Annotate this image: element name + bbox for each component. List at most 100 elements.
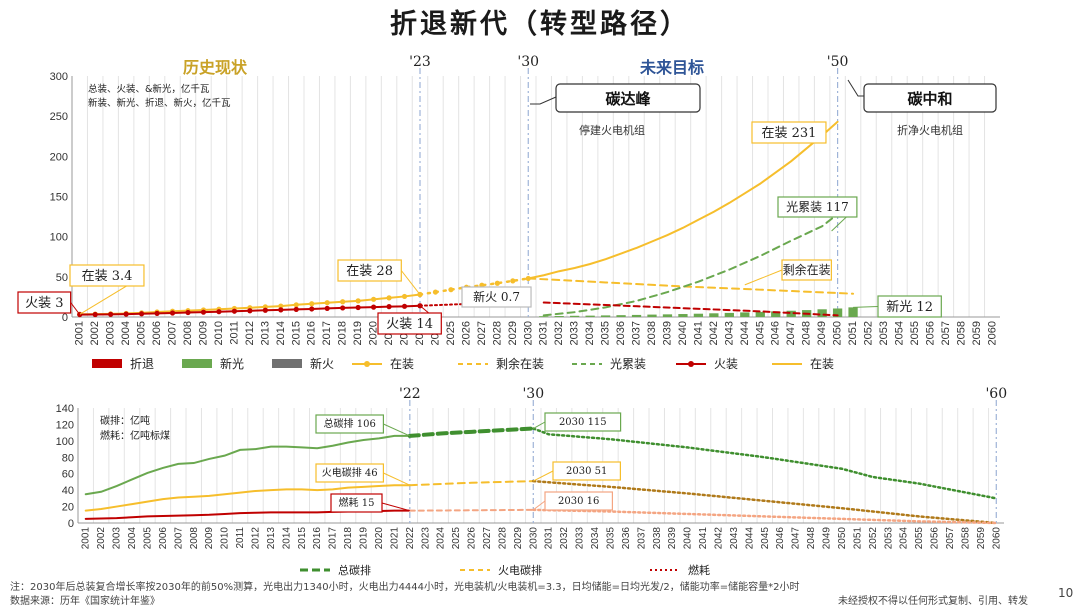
data-label: 火装 3 xyxy=(25,296,63,311)
x-tick-label: 2058 xyxy=(960,527,971,550)
x-tick-label: 2006 xyxy=(151,321,163,345)
x-tick-label: 2024 xyxy=(436,527,447,550)
x-tick-label: 2050 xyxy=(837,527,848,550)
x-tick-label: 2051 xyxy=(852,527,863,550)
data-label-box xyxy=(315,463,385,483)
x-tick-label: 2049 xyxy=(816,321,828,345)
x-tick-label: 2060 xyxy=(986,321,998,345)
series-line-火装-point xyxy=(401,303,408,309)
legend-label: 总碳排 xyxy=(338,563,371,577)
x-tick-label: 2010 xyxy=(220,527,231,550)
bar-new-solar xyxy=(600,315,611,317)
bar-new-solar xyxy=(786,310,796,317)
bar-new-solar xyxy=(724,312,734,317)
y-tick-label: 150 xyxy=(50,192,68,204)
x-tick-label: 2033 xyxy=(569,321,581,345)
x-tick-label: 2004 xyxy=(120,321,132,345)
data-label-box xyxy=(877,295,942,318)
bar-new-solar xyxy=(554,316,564,317)
y-tick-label: 300 xyxy=(50,71,68,83)
data-label: 在装 28 xyxy=(346,264,393,279)
data-label-box xyxy=(777,196,858,218)
data-label-box xyxy=(337,259,402,282)
series-line-火电碳排 xyxy=(84,484,411,512)
series-line-火装-point xyxy=(278,307,284,313)
y-tick-label: 100 xyxy=(56,436,74,448)
x-tick-label: 2029 xyxy=(507,321,519,345)
bar-new-solar xyxy=(848,307,858,317)
x-tick-label: 2039 xyxy=(667,527,678,550)
x-tick-label: 2051 xyxy=(847,321,859,345)
data-label-leader xyxy=(381,502,410,512)
data-label: 2030 115 xyxy=(559,417,607,428)
page-number: 10 xyxy=(1058,586,1074,600)
legend-swatch-dot xyxy=(688,361,694,367)
legend-label: 新火 xyxy=(310,356,334,371)
series-line-总碳排 xyxy=(532,427,998,500)
bar-new-solar xyxy=(709,313,719,317)
data-label: 新火 0.7 xyxy=(473,289,520,304)
x-tick-label: 2035 xyxy=(605,527,616,550)
x-tick-label: 2041 xyxy=(698,527,709,550)
series-line-燃耗 xyxy=(532,508,998,525)
series-line-火装-point xyxy=(154,310,160,316)
x-tick-label: 2016 xyxy=(306,321,318,345)
x-tick-label: 2031 xyxy=(544,527,555,550)
x-tick-label: 2043 xyxy=(729,527,740,550)
x-tick-label: 2055 xyxy=(909,321,921,345)
x-tick-label: 2032 xyxy=(559,527,570,550)
data-label: 2030 16 xyxy=(558,496,599,507)
y-tick-label: 60 xyxy=(62,469,74,481)
series-line-火装-point xyxy=(92,311,98,318)
series-line-火装-point xyxy=(231,308,237,314)
x-tick-label: 2060 xyxy=(991,527,1002,550)
x-tick-label: 2011 xyxy=(228,321,240,345)
x-tick-label: 2023 xyxy=(420,527,431,550)
x-tick-label: 2005 xyxy=(136,321,148,345)
x-tick-label: 2044 xyxy=(739,321,751,345)
series-line-在装-point xyxy=(386,295,392,301)
x-tick-label: 2040 xyxy=(683,527,694,550)
x-tick-label: 2039 xyxy=(661,321,673,345)
legend-label: 折退 xyxy=(130,356,154,371)
series-line-在装-point xyxy=(293,302,299,308)
series-line-火装-point xyxy=(340,305,346,311)
year-marker-label: '22 xyxy=(399,386,421,402)
series-line-火装-point xyxy=(371,304,377,310)
x-tick-label: 2020 xyxy=(368,321,380,345)
year-marker-label: '30 xyxy=(517,54,539,70)
data-label-leader xyxy=(533,421,546,429)
bar-new-solar xyxy=(771,311,781,317)
series-line-在装-point xyxy=(278,303,284,309)
x-tick-label: 2035 xyxy=(600,321,612,345)
x-tick-label: 2026 xyxy=(467,527,478,550)
x-tick-label: 2043 xyxy=(723,321,735,345)
x-tick-label: 2037 xyxy=(636,527,647,550)
series-line-在装 xyxy=(527,120,839,280)
data-label: 燃耗 15 xyxy=(339,496,375,509)
x-tick-label: 2032 xyxy=(553,321,565,345)
x-tick-label: 2025 xyxy=(445,321,457,345)
x-tick-label: 2057 xyxy=(945,527,956,550)
data-label-leader xyxy=(532,500,546,511)
x-tick-label: 2028 xyxy=(497,527,508,550)
x-tick-label: 2029 xyxy=(513,527,524,550)
x-tick-label: 2042 xyxy=(708,321,720,345)
y-tick-label: 40 xyxy=(62,485,74,497)
data-label-box xyxy=(544,491,614,511)
x-tick-label: 2014 xyxy=(281,527,292,550)
x-tick-label: 2059 xyxy=(971,321,983,345)
x-tick-label: 2059 xyxy=(976,527,987,550)
milestone-box xyxy=(863,83,997,113)
y-tick-label: 0 xyxy=(68,518,74,530)
x-tick-label: 2047 xyxy=(785,321,797,345)
x-tick-label: 2006 xyxy=(158,527,169,550)
legend-label: 在装 xyxy=(390,357,414,371)
series-line-火装-point xyxy=(309,306,315,312)
legend-label: 火电碳排 xyxy=(498,563,542,577)
series-line-火电碳排 xyxy=(408,480,535,487)
milestone-arrow xyxy=(847,79,864,97)
unit-note: 新装、新光、折退、新火，亿千瓦 xyxy=(88,97,231,109)
section-label-history: 历史现状 xyxy=(183,58,248,77)
